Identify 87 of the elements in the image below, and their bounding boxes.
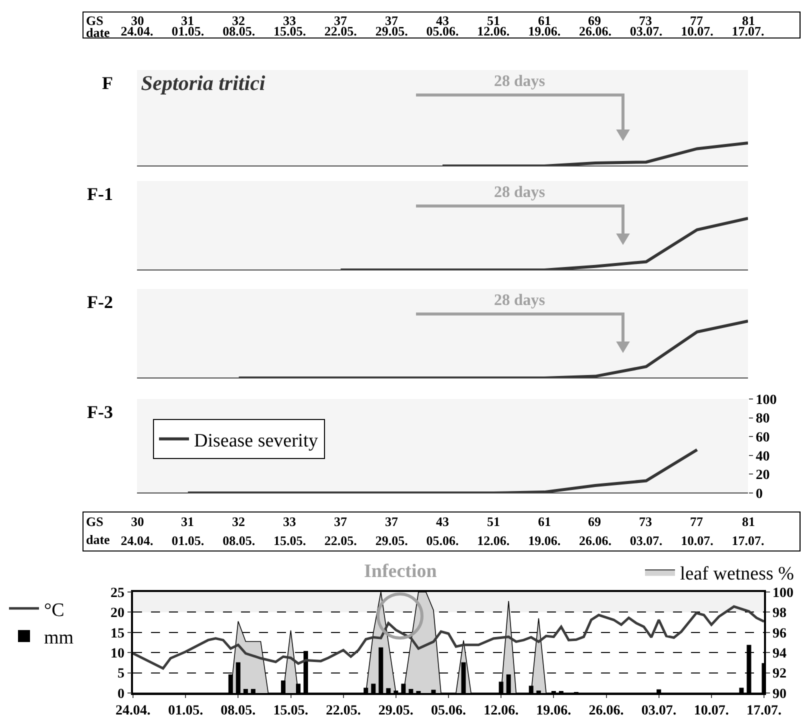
chart-subtitle: Septoria tritici: [141, 71, 266, 95]
text: 77: [690, 13, 704, 28]
y-tick-label: 5: [117, 666, 124, 682]
text: 37: [334, 13, 348, 28]
text: Infection: [364, 561, 438, 582]
y-tick-label: 20: [756, 468, 770, 484]
text: 81: [742, 13, 755, 28]
text: 31: [181, 13, 194, 28]
x-tick-label: 08.05.: [222, 533, 256, 548]
y-tick-label: 10: [110, 646, 124, 662]
text: 32: [232, 514, 245, 529]
text: 33: [283, 514, 296, 529]
y-tick-label: 15: [110, 626, 124, 642]
y2-tick-label: 100: [772, 586, 794, 601]
y2-tick-label: 92: [772, 666, 787, 682]
x-tick-label: 10.07.: [680, 533, 714, 548]
x-tick-label: 03.07.: [641, 704, 676, 718]
legend-label: leaf wetness %: [680, 563, 794, 584]
legend-label: Disease severity: [194, 430, 318, 452]
text: 33: [283, 13, 296, 28]
text: date: [86, 25, 110, 40]
chart-title: F: [102, 73, 113, 93]
x-tick-label: 03.07.: [630, 533, 662, 548]
text: 51: [487, 514, 500, 529]
x-tick-label: 17.07.: [732, 533, 764, 548]
x-tick-label: 22.05.: [326, 704, 361, 718]
x-tick-label: 29.05.: [378, 704, 414, 718]
x-tick-label: 15.05.: [273, 704, 308, 718]
x-tick-label: 15.05.: [274, 533, 306, 548]
y-tick-label: 60: [756, 430, 770, 446]
y-tick-label: 0: [117, 686, 124, 702]
y-tick-label: 40: [756, 449, 770, 464]
chart-title: F-2: [87, 292, 113, 312]
chart-title: F-3: [87, 402, 113, 422]
x-tick-label: 08.05.: [220, 704, 256, 718]
text: 43: [436, 13, 450, 28]
text: 77: [690, 514, 704, 529]
y-tick-label: 100: [756, 392, 777, 408]
text: 32: [232, 13, 245, 28]
y2-tick-label: 98: [772, 606, 787, 622]
y-tick-label: 80: [756, 412, 770, 427]
text: 51: [487, 13, 500, 28]
text: 43: [436, 514, 450, 529]
text: 28 days: [494, 73, 546, 90]
y-tick-label: 20: [110, 606, 124, 622]
y2-tick-label: 96: [772, 626, 787, 642]
x-tick-label: 22.05.: [324, 533, 357, 548]
chart-title: F-1: [87, 184, 113, 204]
text: 28 days: [494, 292, 546, 309]
text: 69: [588, 13, 602, 28]
x-tick-label: 24.04.: [120, 533, 154, 548]
text: 30: [131, 13, 144, 28]
x-tick-label: 05.06.: [426, 533, 459, 548]
y-tick-label: 25: [110, 586, 124, 601]
x-tick-label: 01.05.: [172, 533, 204, 548]
text: date: [86, 532, 110, 547]
text: 31: [181, 514, 194, 529]
text: 81: [742, 514, 755, 529]
x-tick-label: 12.06.: [477, 533, 510, 548]
text: GS: [86, 514, 104, 529]
y2-tick-label: 90: [772, 686, 787, 702]
x-tick-label: 29.05.: [375, 533, 408, 548]
x-tick-label: 01.05.: [168, 704, 204, 718]
text: 37: [334, 514, 348, 529]
x-tick-label: 10.07.: [694, 704, 729, 718]
text: 73: [639, 13, 652, 28]
legend-label: °C: [44, 600, 64, 621]
x-tick-label: 26.06.: [588, 704, 624, 718]
x-tick-label: 24.04.: [116, 704, 150, 718]
text: 61: [538, 514, 551, 529]
x-tick-label: 05.06.: [431, 704, 466, 718]
x-tick-label: 26.06.: [579, 533, 612, 548]
x-tick-label: 19.06.: [528, 533, 561, 548]
text: 30: [131, 514, 144, 529]
text: 28 days: [494, 184, 546, 201]
text: GS: [86, 13, 104, 28]
x-tick-label: 19.06.: [536, 704, 572, 718]
legend-label: mm: [44, 627, 74, 648]
text: 61: [538, 13, 551, 28]
text: 69: [588, 514, 602, 529]
y2-tick-label: 94: [772, 646, 787, 662]
x-tick-label: 12.06.: [484, 704, 519, 718]
y-tick-label: 0: [756, 486, 763, 502]
text: 37: [385, 514, 398, 529]
text: 37: [385, 13, 398, 28]
x-tick-label: 17.07.: [746, 704, 782, 718]
text: 73: [639, 514, 652, 529]
